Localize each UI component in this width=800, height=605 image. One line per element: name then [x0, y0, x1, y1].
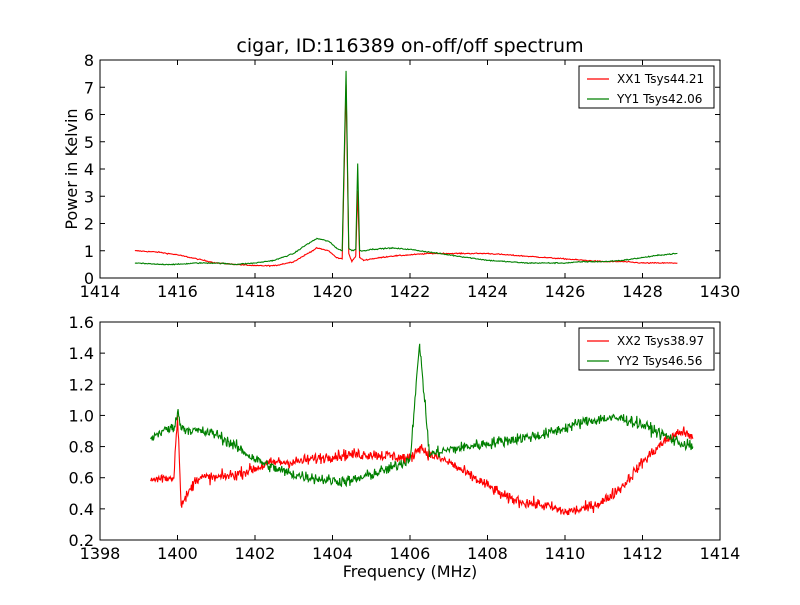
- plot-frame: [99, 59, 721, 279]
- series-line-yy: [134, 70, 678, 266]
- y-tick-label: 7: [84, 78, 94, 97]
- legend-box: [578, 65, 715, 109]
- y-tick-label: 1.6: [69, 313, 94, 332]
- y-tick-label: 1: [84, 242, 94, 261]
- series-line-xx: [134, 84, 678, 268]
- x-tick-label: 1420: [312, 282, 353, 301]
- series-line-yy: [150, 343, 694, 488]
- y-tick-label: 8: [84, 51, 94, 70]
- y-tick-label: 2: [84, 215, 94, 234]
- axis-ticks: 1414 1416 1418 1420 1422 1424 1426 1428 1430 0 1 2 3…: [80, 51, 741, 301]
- y-tick-label: 3: [84, 187, 94, 206]
- x-tick-label: 1414: [80, 282, 121, 301]
- x-tick-label: 1402: [235, 544, 276, 563]
- x-axis-label: Frequency (MHz): [343, 562, 477, 581]
- x-tick-label: 1408: [467, 544, 508, 563]
- x-tick-label: 1398: [80, 544, 121, 563]
- legend: XX2 Tsys38.97 YY2 Tsys46.56: [578, 327, 715, 371]
- legend-box: [578, 327, 715, 371]
- legend: XX1 Tsys44.21 YY1 Tsys42.06: [578, 65, 715, 109]
- y-tick-label: 0.2: [69, 531, 94, 550]
- legend-entry: XX2 Tsys38.97: [617, 334, 704, 348]
- x-tick-label: 1410: [545, 544, 586, 563]
- y-tick-label: 0.6: [69, 469, 94, 488]
- legend-entry: YY2 Tsys46.56: [616, 354, 702, 368]
- legend-entry: YY1 Tsys42.06: [616, 92, 702, 106]
- series-line-xx: [150, 415, 694, 516]
- x-tick-label: 1406: [390, 544, 431, 563]
- x-tick-label: 1400: [157, 544, 198, 563]
- y-tick-label: 4: [84, 160, 94, 179]
- x-tick-label: 1426: [545, 282, 586, 301]
- y-tick-label: 5: [84, 133, 94, 152]
- bottom-panel: Frequency (MHz) 1398 1400 1402 1404 1406 1408…: [69, 313, 741, 581]
- x-tick-label: 1428: [622, 282, 663, 301]
- chart-title: cigar, ID:116389 on-off/off spectrum: [236, 35, 583, 57]
- plot-frame: [99, 321, 721, 541]
- legend-entry: XX1 Tsys44.21: [617, 72, 704, 86]
- x-tick-label: 1404: [312, 544, 353, 563]
- x-tick-label: 1412: [622, 544, 663, 563]
- y-tick-label: 6: [84, 106, 94, 125]
- x-tick-label: 1416: [157, 282, 198, 301]
- y-axis-label: Power in Kelvin: [62, 108, 81, 229]
- x-tick-label: 1422: [390, 282, 431, 301]
- y-tick-label: 1.4: [69, 344, 94, 363]
- series-lines: [150, 343, 694, 516]
- x-tick-label: 1414: [700, 544, 741, 563]
- y-tick-label: 0: [84, 269, 94, 288]
- axis-ticks: 1398 1400 1402 1404 1406 1408 1410 1412 1414 0.2 0…: [69, 313, 741, 563]
- x-tick-label: 1418: [235, 282, 276, 301]
- y-tick-label: 0.4: [69, 500, 94, 519]
- y-tick-label: 1.2: [69, 375, 94, 394]
- top-panel: cigar, ID:116389 on-off/off spectrum Pow…: [62, 35, 740, 301]
- y-tick-label: 1.0: [69, 406, 94, 425]
- x-tick-label: 1430: [700, 282, 741, 301]
- x-tick-label: 1424: [467, 282, 508, 301]
- y-tick-label: 0.8: [69, 438, 94, 457]
- series-lines: [134, 70, 678, 268]
